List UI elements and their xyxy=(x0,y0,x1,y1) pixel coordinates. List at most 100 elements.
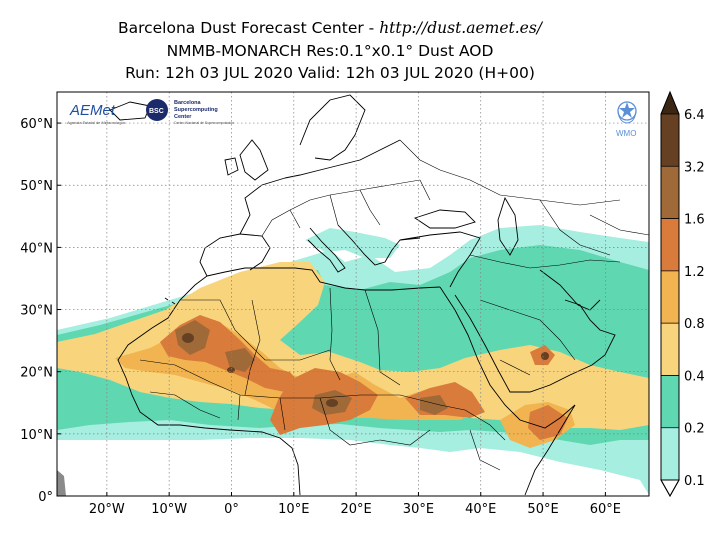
persian-gulf xyxy=(539,269,601,311)
black-sea xyxy=(413,209,476,229)
border-europe-2 xyxy=(289,179,431,229)
lon-tick-label: 10°W xyxy=(151,502,187,517)
colorbar-label: 0.1 xyxy=(684,474,705,489)
aemet-logo: AEMet Agencia Estatal de Meteorología xyxy=(67,102,126,125)
lat-ticks: 0° 10°N 20°N 30°N 40°N 50°N 60°N xyxy=(20,117,61,505)
bsc-logo-text: BSC xyxy=(149,108,164,115)
lon-tick-label: 20°W xyxy=(89,502,125,517)
lon-tick-label: 0° xyxy=(224,502,239,517)
baltic-north-europe xyxy=(284,139,401,179)
wmo-logo-text: WMO xyxy=(616,129,636,138)
colorbar-label: 0.4 xyxy=(684,369,705,384)
italy xyxy=(307,227,346,273)
country-borders xyxy=(139,139,649,471)
border-west-africa xyxy=(149,391,286,431)
aod-band-3.2-a xyxy=(182,333,194,343)
lon-tick-label: 20°E xyxy=(340,502,371,517)
lon-tick-label: 10°E xyxy=(278,502,309,517)
red-sea-east-arabia xyxy=(454,294,616,393)
balkans-greece xyxy=(337,224,421,266)
colorbar-segment-4 xyxy=(661,218,679,271)
aod-band-3.2-d xyxy=(541,352,549,360)
colorbar-extend-top xyxy=(661,92,679,114)
north-africa-coast xyxy=(206,267,441,291)
lat-tick-label: 20°N xyxy=(20,366,53,381)
border-arabia xyxy=(479,299,576,376)
bsc-name-line-3: Center xyxy=(174,114,192,120)
colorbar-segment-0 xyxy=(661,427,679,480)
bsc-logo-mark xyxy=(146,99,168,121)
lat-tick-label: 30°N xyxy=(20,304,53,319)
lat-tick-label: 10°N xyxy=(20,428,53,443)
map-border xyxy=(56,91,650,497)
wmo-wreath-icon xyxy=(617,110,637,124)
border-sahara-4 xyxy=(244,299,261,396)
coastlines xyxy=(109,94,616,496)
colorbar-label: 0.8 xyxy=(684,317,705,332)
colorbar-label: 3.2 xyxy=(684,160,705,175)
title-line-1: Barcelona Dust Forecast Center - http://… xyxy=(0,18,660,38)
colorbar-label: 1.2 xyxy=(684,265,705,280)
lat-tick-label: 0° xyxy=(38,490,53,505)
britain xyxy=(239,139,269,181)
lon-tick-label: 60°E xyxy=(590,502,621,517)
africa-coastline xyxy=(117,275,301,496)
lat-tick-label: 50°N xyxy=(20,179,53,194)
lat-tick-label: 40°N xyxy=(20,241,53,256)
colorbar: 0.1 0.2 0.4 0.8 1.2 1.6 3.2 6.4 xyxy=(660,90,705,498)
lon-tick-label: 30°E xyxy=(403,502,434,517)
aod-band-1.2-d xyxy=(528,405,568,440)
wmo-logo: WMO xyxy=(616,101,637,138)
aemet-logo-text: AEMet xyxy=(69,102,116,119)
bsc-name-line-2: Supercomputing xyxy=(174,107,218,113)
colorbar-segment-6 xyxy=(661,114,679,167)
bsc-logo: BSC Barcelona Supercomputing Center Cent… xyxy=(146,99,234,125)
border-russia xyxy=(399,139,621,206)
title-prefix: Barcelona Dust Forecast Center - xyxy=(117,19,380,37)
aod-band-0.1-north xyxy=(305,228,400,258)
border-sahara-2 xyxy=(329,287,341,381)
colorbar-label: 6.4 xyxy=(684,108,705,123)
lon-tick-label: 50°E xyxy=(527,502,558,517)
title-line-3: Run: 12h 03 JUL 2020 Valid: 12h 03 JUL 2… xyxy=(125,64,535,82)
aemet-logo-subtitle: Agencia Estatal de Meteorología xyxy=(67,120,126,125)
france-coast xyxy=(239,177,286,235)
missing-data-corner xyxy=(57,470,66,496)
border-middle-east xyxy=(469,254,621,269)
scandinavia xyxy=(299,94,366,161)
wmo-star-icon xyxy=(619,102,635,118)
ireland xyxy=(224,157,239,176)
aod-band-0.4 xyxy=(57,262,649,430)
lon-tick-label: 40°E xyxy=(465,502,496,517)
colorbar-extend-bottom xyxy=(660,479,680,498)
colorbar-label: 1.6 xyxy=(684,213,705,228)
turkey-levant xyxy=(399,231,481,288)
bsc-name-line-1: Barcelona xyxy=(174,100,202,106)
border-sahara-3 xyxy=(364,289,401,386)
border-sahara-1 xyxy=(180,299,331,361)
aod-band-3.2-c xyxy=(227,367,235,373)
colorbar-label: 0.2 xyxy=(684,422,705,437)
lat-tick-label: 60°N xyxy=(20,117,53,132)
colorbar-segment-5 xyxy=(661,166,679,219)
colorbar-segment-2 xyxy=(661,323,679,376)
red-sea-west xyxy=(439,286,576,429)
border-east-africa xyxy=(439,404,506,471)
border-central-asia xyxy=(539,199,649,256)
aod-band-1.6-c xyxy=(225,348,255,372)
colorbar-segment-1 xyxy=(661,375,679,428)
east-africa-coast xyxy=(524,404,576,496)
caspian-sea xyxy=(497,196,519,256)
dust-aod-field xyxy=(57,225,649,496)
bsc-logo-subtitle: Centro Nacional de Supercomputación xyxy=(174,121,234,125)
border-central-africa xyxy=(319,397,431,446)
lon-ticks: 20°W 10°W 0° 10°E 20°E 30°E 40°E 50°E 60°E xyxy=(89,492,621,517)
border-europe-1 xyxy=(261,179,421,237)
colorbar-segment-3 xyxy=(661,270,679,324)
cape-verde-canaries xyxy=(164,297,176,305)
aod-band-1.6-d xyxy=(420,395,448,415)
title-url: http://dust.aemet.es/ xyxy=(379,19,543,37)
title-line-2: NMMB-MONARCH Res:0.1°x0.1° Dust AOD xyxy=(166,42,494,60)
aod-band-3.2-b xyxy=(326,399,338,407)
